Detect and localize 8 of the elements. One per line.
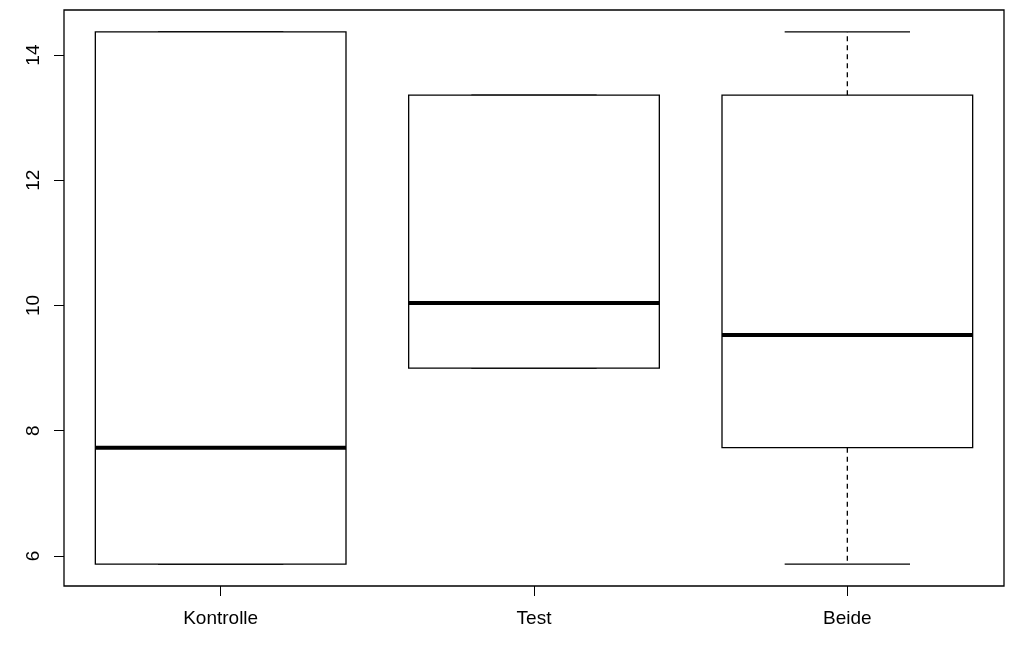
y-tick-label: 14 [22, 44, 43, 66]
x-tick-label: Kontrolle [183, 607, 259, 628]
y-tick-label: 12 [22, 169, 43, 191]
y-tick-label: 10 [22, 294, 43, 317]
y-tick-label: 8 [22, 425, 43, 437]
x-tick-label: Test [516, 607, 553, 628]
y-tick-label: 6 [22, 550, 43, 562]
x-tick-label: Beide [823, 607, 872, 628]
